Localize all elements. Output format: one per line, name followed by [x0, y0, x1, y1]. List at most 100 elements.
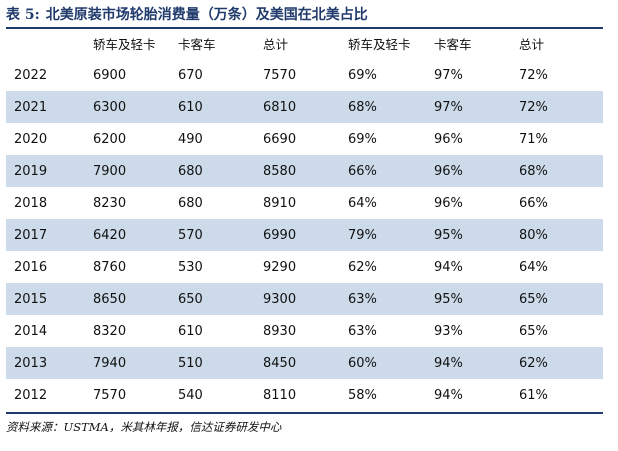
value-cell: 69% — [348, 131, 377, 147]
value-cell: 58% — [348, 387, 377, 403]
value-cell: 65% — [519, 323, 548, 339]
year-cell: 2016 — [14, 259, 48, 275]
value-cell: 9300 — [263, 283, 348, 315]
value-cell: 60% — [348, 347, 434, 379]
value-cell: 63% — [348, 283, 434, 315]
year-cell: 2018 — [14, 195, 48, 211]
value-cell: 95% — [434, 283, 519, 315]
value-cell: 80% — [519, 219, 603, 251]
value-cell: 72% — [519, 91, 603, 123]
table-title-text: 北美原装市场轮胎消费量（万条）及美国在北美占比 — [45, 7, 368, 23]
value-cell: 8650 — [93, 283, 178, 315]
table-row: 2012 7570 540 8110 58% 94% 61% — [6, 379, 603, 411]
value-cell: 62% — [519, 347, 603, 379]
value-cell: 94% — [434, 347, 519, 379]
value-cell: 540 — [178, 387, 203, 403]
value-cell: 6990 — [263, 219, 348, 251]
value-cell: 97% — [434, 91, 519, 123]
year-cell: 2014 — [14, 323, 48, 339]
value-cell: 8910 — [263, 195, 297, 211]
value-cell: 8110 — [263, 387, 297, 403]
value-cell: 610 — [178, 323, 203, 339]
year-cell: 2020 — [14, 131, 48, 147]
year-cell: 2015 — [6, 283, 93, 315]
table-row: 2014 8320 610 8930 63% 93% 65% — [6, 315, 603, 347]
value-cell: 680 — [178, 195, 203, 211]
year-cell: 2021 — [6, 91, 93, 123]
top-rule — [6, 27, 603, 29]
data-table: 轿车及轻卡 卡客车 总计 轿车及轻卡 卡客车 总计 2022 6900 670 757… — [6, 29, 603, 411]
header-cell — [6, 29, 93, 59]
value-cell: 6420 — [93, 219, 178, 251]
value-cell: 64% — [348, 195, 377, 211]
header-cell: 轿车及轻卡 — [348, 37, 411, 52]
value-cell: 7900 — [93, 155, 178, 187]
value-cell: 69% — [348, 67, 377, 83]
table-row: 2016 8760 530 9290 62% 94% 64% — [6, 251, 603, 283]
year-cell: 2019 — [6, 155, 93, 187]
header-cell: 卡客车 — [434, 37, 472, 52]
value-cell: 97% — [434, 67, 463, 83]
value-cell: 6690 — [263, 131, 297, 147]
value-cell: 8580 — [263, 155, 348, 187]
value-cell: 62% — [348, 259, 377, 275]
value-cell: 8760 — [93, 259, 127, 275]
value-cell: 570 — [178, 219, 263, 251]
value-cell: 6900 — [93, 67, 127, 83]
value-cell: 94% — [434, 387, 463, 403]
header-row: 轿车及轻卡 卡客车 总计 轿车及轻卡 卡客车 总计 — [6, 29, 603, 59]
table-title: 表 5: 北美原装市场轮胎消费量（万条）及美国在北美占比 — [6, 4, 368, 26]
value-cell: 66% — [519, 195, 548, 211]
value-cell: 9290 — [263, 259, 297, 275]
value-cell: 68% — [519, 155, 603, 187]
value-cell: 72% — [519, 67, 548, 83]
bottom-rule — [6, 412, 603, 414]
value-cell: 610 — [178, 91, 263, 123]
value-cell: 490 — [178, 131, 203, 147]
header-cell: 卡客车 — [178, 37, 216, 52]
value-cell: 6300 — [93, 91, 178, 123]
table-row: 2022 6900 670 7570 69% 97% 72% — [6, 59, 603, 91]
header-cell: 总计 — [263, 37, 289, 52]
value-cell: 96% — [434, 195, 463, 211]
value-cell: 93% — [434, 323, 463, 339]
header-cell: 总计 — [519, 37, 545, 52]
value-cell: 6200 — [93, 131, 127, 147]
table-row: 2013 7940 510 8450 60% 94% 62% — [6, 347, 603, 379]
value-cell: 6810 — [263, 91, 348, 123]
value-cell: 96% — [434, 131, 463, 147]
table-body: 2022 6900 670 7570 69% 97% 72% 2021 6300 610 6810 6… — [6, 59, 603, 411]
year-cell: 2013 — [6, 347, 93, 379]
value-cell: 7570 — [93, 387, 127, 403]
value-cell: 96% — [434, 155, 519, 187]
value-cell: 670 — [178, 67, 203, 83]
value-cell: 94% — [434, 259, 463, 275]
value-cell: 7940 — [93, 347, 178, 379]
value-cell: 650 — [178, 283, 263, 315]
table-row: 2019 7900 680 8580 66% 96% 68% — [6, 155, 603, 187]
table-row: 2018 8230 680 8910 64% 96% 66% — [6, 187, 603, 219]
value-cell: 8320 — [93, 323, 127, 339]
value-cell: 65% — [519, 283, 603, 315]
value-cell: 510 — [178, 347, 263, 379]
value-cell: 63% — [348, 323, 377, 339]
value-cell: 530 — [178, 259, 203, 275]
value-cell: 68% — [348, 91, 434, 123]
value-cell: 71% — [519, 131, 548, 147]
table-row: 2017 6420 570 6990 79% 95% 80% — [6, 219, 603, 251]
year-cell: 2017 — [6, 219, 93, 251]
table-row: 2021 6300 610 6810 68% 97% 72% — [6, 91, 603, 123]
year-cell: 2022 — [14, 67, 48, 83]
table-row: 2015 8650 650 9300 63% 95% 65% — [6, 283, 603, 315]
header-cell: 轿车及轻卡 — [93, 37, 156, 52]
value-cell: 8450 — [263, 347, 348, 379]
value-cell: 79% — [348, 219, 434, 251]
table-number: 表 5: — [6, 7, 40, 23]
value-cell: 61% — [519, 387, 548, 403]
value-cell: 64% — [519, 259, 548, 275]
value-cell: 66% — [348, 155, 434, 187]
source-note: 资料来源：USTMA，米其林年报，信达证券研发中心 — [6, 420, 282, 434]
year-cell: 2012 — [14, 387, 48, 403]
value-cell: 95% — [434, 219, 519, 251]
value-cell: 8930 — [263, 323, 297, 339]
